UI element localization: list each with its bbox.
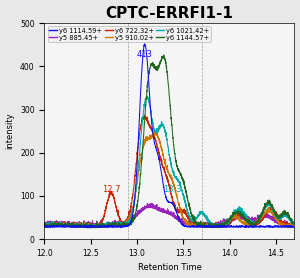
y6 722.32+ [286, 225, 289, 228]
y5 910.02+ [43, 225, 46, 228]
y6 1144.57+ [286, 212, 289, 216]
y6 1144.57+ [43, 222, 46, 226]
y5 910.02+ [164, 166, 168, 169]
y6 722.32+ [88, 226, 91, 229]
y6 1114.59+ [164, 197, 168, 200]
y5 885.45+ [56, 223, 59, 226]
y6 1021.42+ [90, 226, 94, 230]
y6 1114.59+ [56, 225, 59, 229]
y5 885.45+ [146, 202, 149, 205]
y6 1144.57+ [88, 226, 92, 229]
X-axis label: Retention Time: Retention Time [137, 264, 201, 272]
y6 1021.42+ [240, 211, 243, 214]
y6 1021.42+ [145, 95, 149, 98]
Legend: y6 1114.59+, y5 885.45+, y6 722.32+, y5 910.02+, y6 1021.42+, y6 1144.57+: y6 1114.59+, y5 885.45+, y6 722.32+, y5 … [48, 26, 211, 42]
y6 1114.59+ [43, 225, 46, 229]
y6 722.32+ [56, 225, 59, 228]
Text: 13.3: 13.3 [163, 185, 182, 195]
Line: y6 1021.42+: y6 1021.42+ [44, 96, 294, 228]
y6 1144.57+ [292, 223, 296, 227]
y5 910.02+ [292, 219, 296, 223]
y6 1021.42+ [286, 216, 289, 219]
y6 722.32+ [158, 153, 161, 157]
y5 885.45+ [158, 205, 161, 209]
y6 1021.42+ [43, 225, 46, 229]
y5 910.02+ [86, 226, 89, 229]
y5 885.45+ [43, 221, 46, 224]
y6 1144.57+ [162, 53, 165, 57]
y5 885.45+ [240, 217, 243, 220]
y5 885.45+ [89, 225, 93, 229]
y6 722.32+ [286, 224, 289, 227]
y5 885.45+ [286, 224, 289, 227]
y6 1114.59+ [158, 160, 161, 163]
y6 1021.42+ [56, 224, 59, 227]
Text: 12.7: 12.7 [102, 185, 120, 195]
Text: 413: 413 [136, 50, 152, 59]
Y-axis label: intensity: intensity [6, 113, 15, 150]
y6 1021.42+ [158, 127, 161, 131]
y6 1114.59+ [292, 225, 296, 228]
y6 1021.42+ [292, 223, 296, 226]
Title: CPTC-ERRFI1-1: CPTC-ERRFI1-1 [106, 6, 233, 21]
y6 1144.57+ [158, 64, 161, 67]
y6 1144.57+ [240, 212, 243, 216]
y5 910.02+ [152, 130, 156, 133]
y6 1144.57+ [164, 65, 168, 68]
y5 910.02+ [286, 224, 289, 227]
y6 1021.42+ [286, 214, 289, 217]
y5 910.02+ [56, 222, 59, 225]
y6 1114.59+ [143, 42, 147, 46]
y6 1114.59+ [240, 225, 243, 229]
y6 1114.59+ [47, 225, 51, 229]
y6 1114.59+ [286, 225, 289, 229]
y5 885.45+ [286, 223, 289, 226]
Line: y6 722.32+: y6 722.32+ [44, 115, 294, 228]
Line: y5 885.45+: y5 885.45+ [44, 203, 294, 227]
y6 1144.57+ [56, 222, 59, 225]
y5 885.45+ [292, 224, 296, 227]
Line: y6 1144.57+: y6 1144.57+ [44, 55, 294, 228]
y5 910.02+ [286, 223, 289, 226]
y5 910.02+ [158, 139, 161, 142]
y6 722.32+ [240, 215, 243, 218]
y6 722.32+ [43, 222, 46, 226]
y6 1144.57+ [286, 212, 289, 216]
Line: y5 910.02+: y5 910.02+ [44, 131, 294, 228]
y5 885.45+ [164, 211, 168, 214]
y6 1114.59+ [286, 225, 289, 228]
y6 722.32+ [164, 173, 168, 176]
y6 722.32+ [142, 114, 146, 117]
y6 1021.42+ [164, 135, 168, 138]
y6 722.32+ [292, 225, 296, 228]
y5 910.02+ [240, 218, 243, 222]
Line: y6 1114.59+: y6 1114.59+ [44, 44, 294, 227]
